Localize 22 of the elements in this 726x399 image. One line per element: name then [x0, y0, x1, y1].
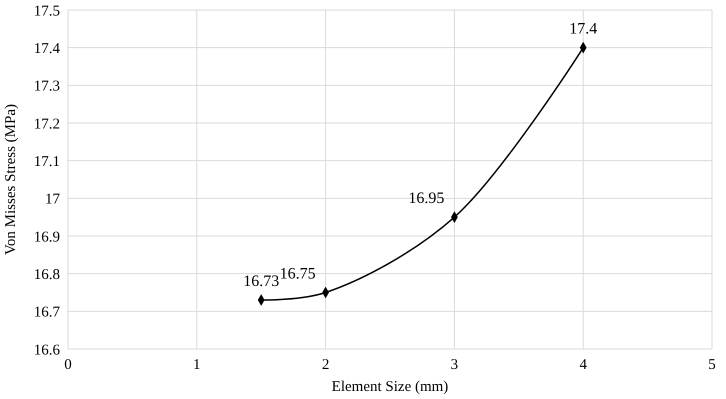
x-tick-label: 2: [322, 357, 330, 373]
y-tick-label: 17.4: [34, 40, 60, 57]
y-tick-label: 17.1: [34, 154, 60, 170]
data-label: 16.75: [280, 266, 316, 282]
x-tick-label: 5: [708, 357, 716, 373]
y-tick-label: 17.3: [34, 78, 60, 95]
data-label: 17.4: [569, 20, 598, 38]
x-tick-label: 0: [64, 357, 72, 373]
y-tick-label: 17.2: [34, 116, 60, 132]
y-tick-label: 16.7: [34, 304, 60, 321]
data-label: 16.95: [408, 190, 444, 208]
y-tick-label: 16.9: [34, 229, 60, 246]
data-label: 16.73: [243, 273, 280, 290]
y-tick-label: 17.5: [34, 3, 60, 20]
y-tick-label: 17: [45, 192, 60, 208]
x-axis-title: Element Size (mm): [332, 379, 448, 395]
x-tick-label: 1: [193, 357, 201, 373]
x-tick-label: 4: [579, 357, 588, 373]
y-tick-label: 16.6: [34, 342, 60, 358]
y-axis-title: Von Misses Stress (MPa): [3, 104, 19, 255]
x-tick-label: 3: [450, 357, 458, 373]
y-tick-label: 16.8: [34, 266, 60, 283]
